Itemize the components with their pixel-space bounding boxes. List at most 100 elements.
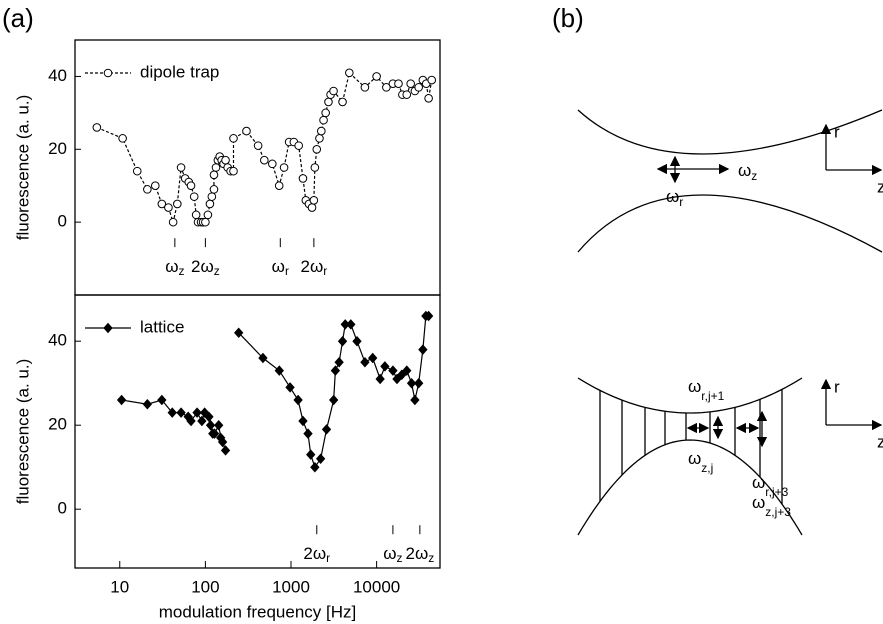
marker [164, 203, 173, 212]
marker [132, 166, 142, 176]
legend-marker [103, 322, 113, 334]
marker [414, 83, 423, 92]
diagram-label: ωz [738, 161, 757, 183]
marker [397, 369, 407, 381]
marker [143, 185, 152, 194]
marker [157, 394, 167, 406]
marker [406, 377, 417, 389]
marker [424, 93, 433, 103]
marker [204, 411, 214, 423]
annotation-sub: z [214, 264, 220, 278]
marker [118, 134, 127, 143]
marker [402, 90, 412, 99]
marker [394, 79, 403, 89]
marker [319, 115, 328, 125]
marker [312, 144, 322, 154]
marker [192, 407, 202, 418]
marker [423, 310, 434, 322]
marker [360, 83, 370, 92]
diagram-label: ωr,j+3 [752, 473, 789, 499]
annotation-sub: r [285, 264, 289, 278]
marker [330, 365, 341, 376]
marker [310, 461, 320, 473]
x-tick-label: 100 [191, 577, 219, 596]
marker [334, 356, 344, 368]
marker [279, 163, 289, 172]
marker [274, 365, 284, 376]
marker [294, 141, 303, 150]
marker [380, 361, 390, 372]
marker [167, 407, 177, 418]
marker [315, 134, 324, 143]
legend-marker [103, 68, 113, 78]
annotation-text: ω [272, 258, 285, 277]
x-tick-label: 1000 [272, 577, 310, 596]
diagram-label: ωz,j+3 [752, 493, 791, 519]
annotation: ωr [272, 258, 289, 279]
series-line [121, 315, 429, 469]
marker [229, 166, 238, 176]
marker [234, 327, 244, 339]
annotation: 2ωz [405, 545, 434, 566]
marker [382, 83, 391, 92]
panel-label: (b) [552, 3, 584, 33]
marker [242, 126, 251, 136]
y-tick-label: 0 [58, 212, 67, 231]
annotation-text: ω [383, 545, 396, 564]
marker [201, 217, 210, 227]
marker [207, 192, 217, 201]
marker [309, 195, 319, 205]
marker [116, 394, 127, 406]
marker [211, 163, 221, 172]
marker [427, 75, 437, 85]
marker [329, 86, 338, 96]
marker [209, 185, 219, 194]
marker [209, 428, 220, 439]
y-tick-label: 0 [58, 499, 67, 518]
marker [406, 79, 415, 89]
marker [268, 159, 277, 169]
marker [310, 163, 320, 172]
annotation-text: 2ω [303, 545, 326, 564]
marker [157, 199, 167, 209]
diagram-label: ωr,j+1 [688, 377, 725, 403]
annotation-text: 2ω [301, 258, 324, 277]
lattice-diagram [577, 377, 803, 536]
marker [337, 335, 348, 347]
marker [168, 217, 178, 227]
marker [205, 199, 215, 209]
annotation: ωz [383, 545, 402, 566]
plot-frame [74, 294, 441, 569]
marker [189, 192, 199, 201]
y-tick-label: 20 [48, 139, 67, 158]
marker [328, 394, 339, 406]
marker [214, 419, 224, 431]
marker [150, 181, 160, 191]
axis-label: r [834, 377, 840, 396]
annotation-text: 2ω [405, 545, 428, 564]
annotation-sub: z [178, 264, 184, 278]
x-tick-label: 10 [110, 577, 129, 596]
marker [418, 344, 428, 355]
marker [92, 123, 102, 132]
trap-edge [577, 377, 803, 414]
beam-edge [577, 194, 883, 253]
x-axis-label: modulation frequency [Hz] [159, 602, 357, 621]
marker [410, 394, 420, 406]
marker [186, 415, 196, 427]
marker [298, 174, 308, 183]
y-axis-label: fluorescence (a. u.) [13, 359, 32, 505]
marker [176, 407, 186, 418]
diagram-label: ωz,j [688, 449, 713, 475]
series-line [96, 71, 433, 225]
annotation-sub: z [397, 551, 403, 565]
marker [388, 365, 398, 376]
marker [321, 424, 332, 435]
marker [220, 445, 231, 456]
marker [205, 419, 216, 431]
marker [315, 453, 326, 465]
marker [307, 203, 317, 212]
y-tick-label: 40 [48, 331, 67, 350]
